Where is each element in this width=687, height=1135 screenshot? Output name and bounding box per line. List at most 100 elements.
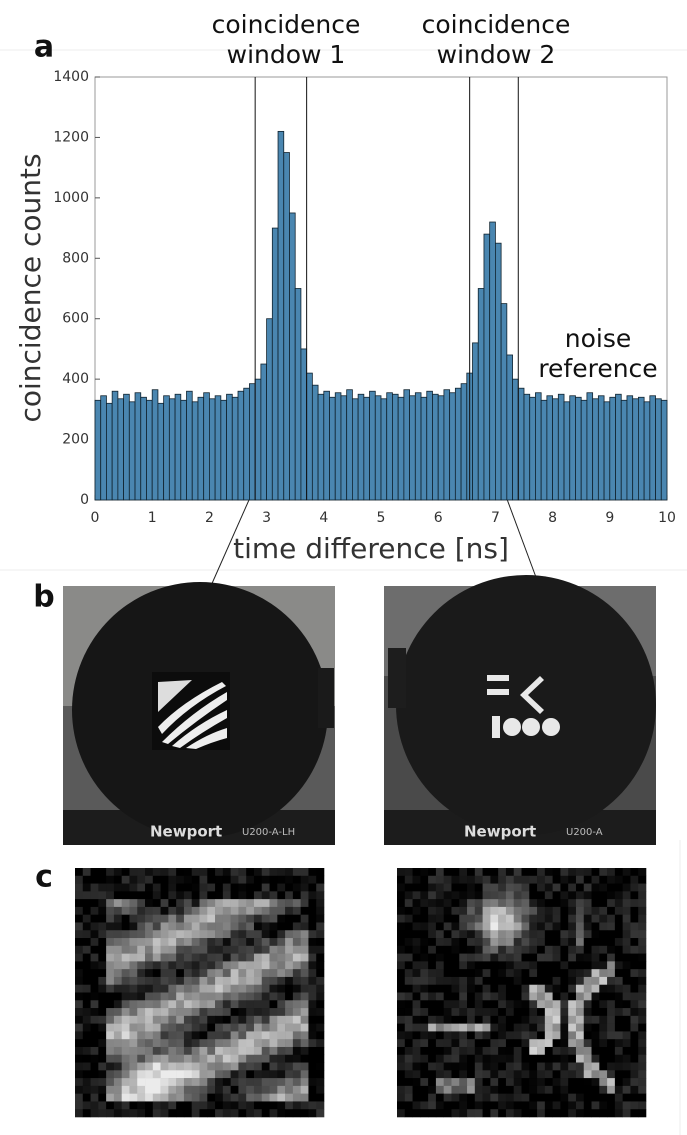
bar: [660, 399, 668, 501]
bar: [472, 342, 479, 501]
bar: [231, 396, 239, 501]
bar: [500, 303, 508, 501]
bar: [552, 398, 559, 501]
bar: [386, 392, 393, 501]
bar: [586, 392, 594, 501]
annotation: coincidence: [422, 10, 571, 39]
photo-text: Newport: [150, 823, 222, 841]
bar: [323, 390, 330, 501]
y-tick-label: 400: [62, 371, 89, 387]
x-axis-label: time difference [ns]: [233, 532, 509, 565]
y-tick-label: 600: [62, 311, 89, 327]
bar: [351, 398, 359, 501]
bar: [174, 393, 182, 501]
bar: [609, 396, 616, 501]
bar: [329, 396, 336, 501]
bar: [649, 395, 656, 501]
bar: [294, 288, 302, 501]
bar: [432, 393, 439, 501]
bar: [220, 399, 227, 501]
bar: [655, 398, 662, 501]
bar: [397, 396, 405, 501]
bar: [346, 389, 353, 501]
bar: [477, 288, 485, 501]
bar: [643, 401, 651, 501]
annotation: noise: [565, 324, 632, 353]
bar: [317, 393, 325, 501]
bar: [363, 396, 370, 501]
bar: [414, 392, 422, 501]
y-tick-label: 200: [62, 432, 89, 448]
x-tick-label: 9: [605, 510, 614, 526]
y-tick-label: 1400: [53, 69, 89, 85]
bar: [237, 390, 245, 501]
bar: [243, 387, 250, 501]
bar: [437, 395, 445, 501]
bar: [460, 383, 468, 501]
bar: [483, 233, 491, 501]
photo: Newport U200-A: [384, 575, 656, 845]
bar: [180, 399, 187, 501]
bar: [380, 398, 388, 501]
bar: [638, 396, 645, 501]
bar: [157, 402, 165, 501]
photo-text: Newport: [464, 823, 536, 841]
bar: [226, 393, 233, 501]
bar: [357, 393, 365, 501]
bar: [443, 389, 451, 501]
x-tick-label: 2: [205, 510, 214, 526]
image-reconstruction: [75, 868, 325, 1118]
bar: [449, 392, 456, 501]
x-tick-label: 7: [491, 510, 500, 526]
bar: [557, 393, 565, 501]
bar: [420, 396, 428, 501]
bar: [277, 130, 285, 501]
y-tick-label: 1000: [53, 190, 89, 206]
panel-label: a: [34, 30, 54, 65]
image-reconstruction: [397, 868, 647, 1118]
bar: [535, 392, 542, 501]
bar: [289, 212, 296, 501]
bar: [392, 393, 399, 501]
bar: [111, 390, 119, 501]
bar: [563, 401, 571, 501]
bar: [197, 396, 205, 501]
bar: [340, 395, 348, 501]
x-tick-label: 6: [434, 510, 443, 526]
bar: [311, 384, 319, 501]
photo-text: U200-A-LH: [242, 827, 295, 838]
x-tick-label: 8: [548, 510, 557, 526]
bar: [632, 398, 639, 501]
x-tick-label: 0: [91, 510, 100, 526]
bar: [306, 372, 313, 501]
bar: [208, 398, 216, 501]
annotation: coincidence: [212, 10, 361, 39]
bar: [186, 390, 193, 501]
bar: [94, 399, 102, 501]
bar: [123, 393, 130, 501]
bar: [203, 392, 210, 501]
bar: [249, 383, 256, 501]
bar: [100, 395, 107, 501]
bar: [140, 396, 147, 501]
y-axis-label: coincidence counts: [14, 153, 47, 422]
bar: [260, 363, 268, 501]
bar: [540, 399, 548, 501]
x-tick-label: 5: [377, 510, 386, 526]
bar: [134, 392, 142, 501]
bar: [603, 401, 611, 501]
bar: [575, 396, 582, 501]
bar: [283, 152, 290, 501]
bar: [254, 378, 262, 501]
bar: [369, 390, 376, 501]
bar: [512, 378, 519, 501]
annotation: reference: [538, 354, 657, 383]
bar: [426, 390, 433, 501]
bar: [117, 398, 124, 501]
x-tick-label: 3: [262, 510, 271, 526]
bar: [546, 395, 554, 501]
bar: [403, 389, 411, 501]
bar: [266, 318, 273, 501]
bar: [454, 387, 462, 501]
